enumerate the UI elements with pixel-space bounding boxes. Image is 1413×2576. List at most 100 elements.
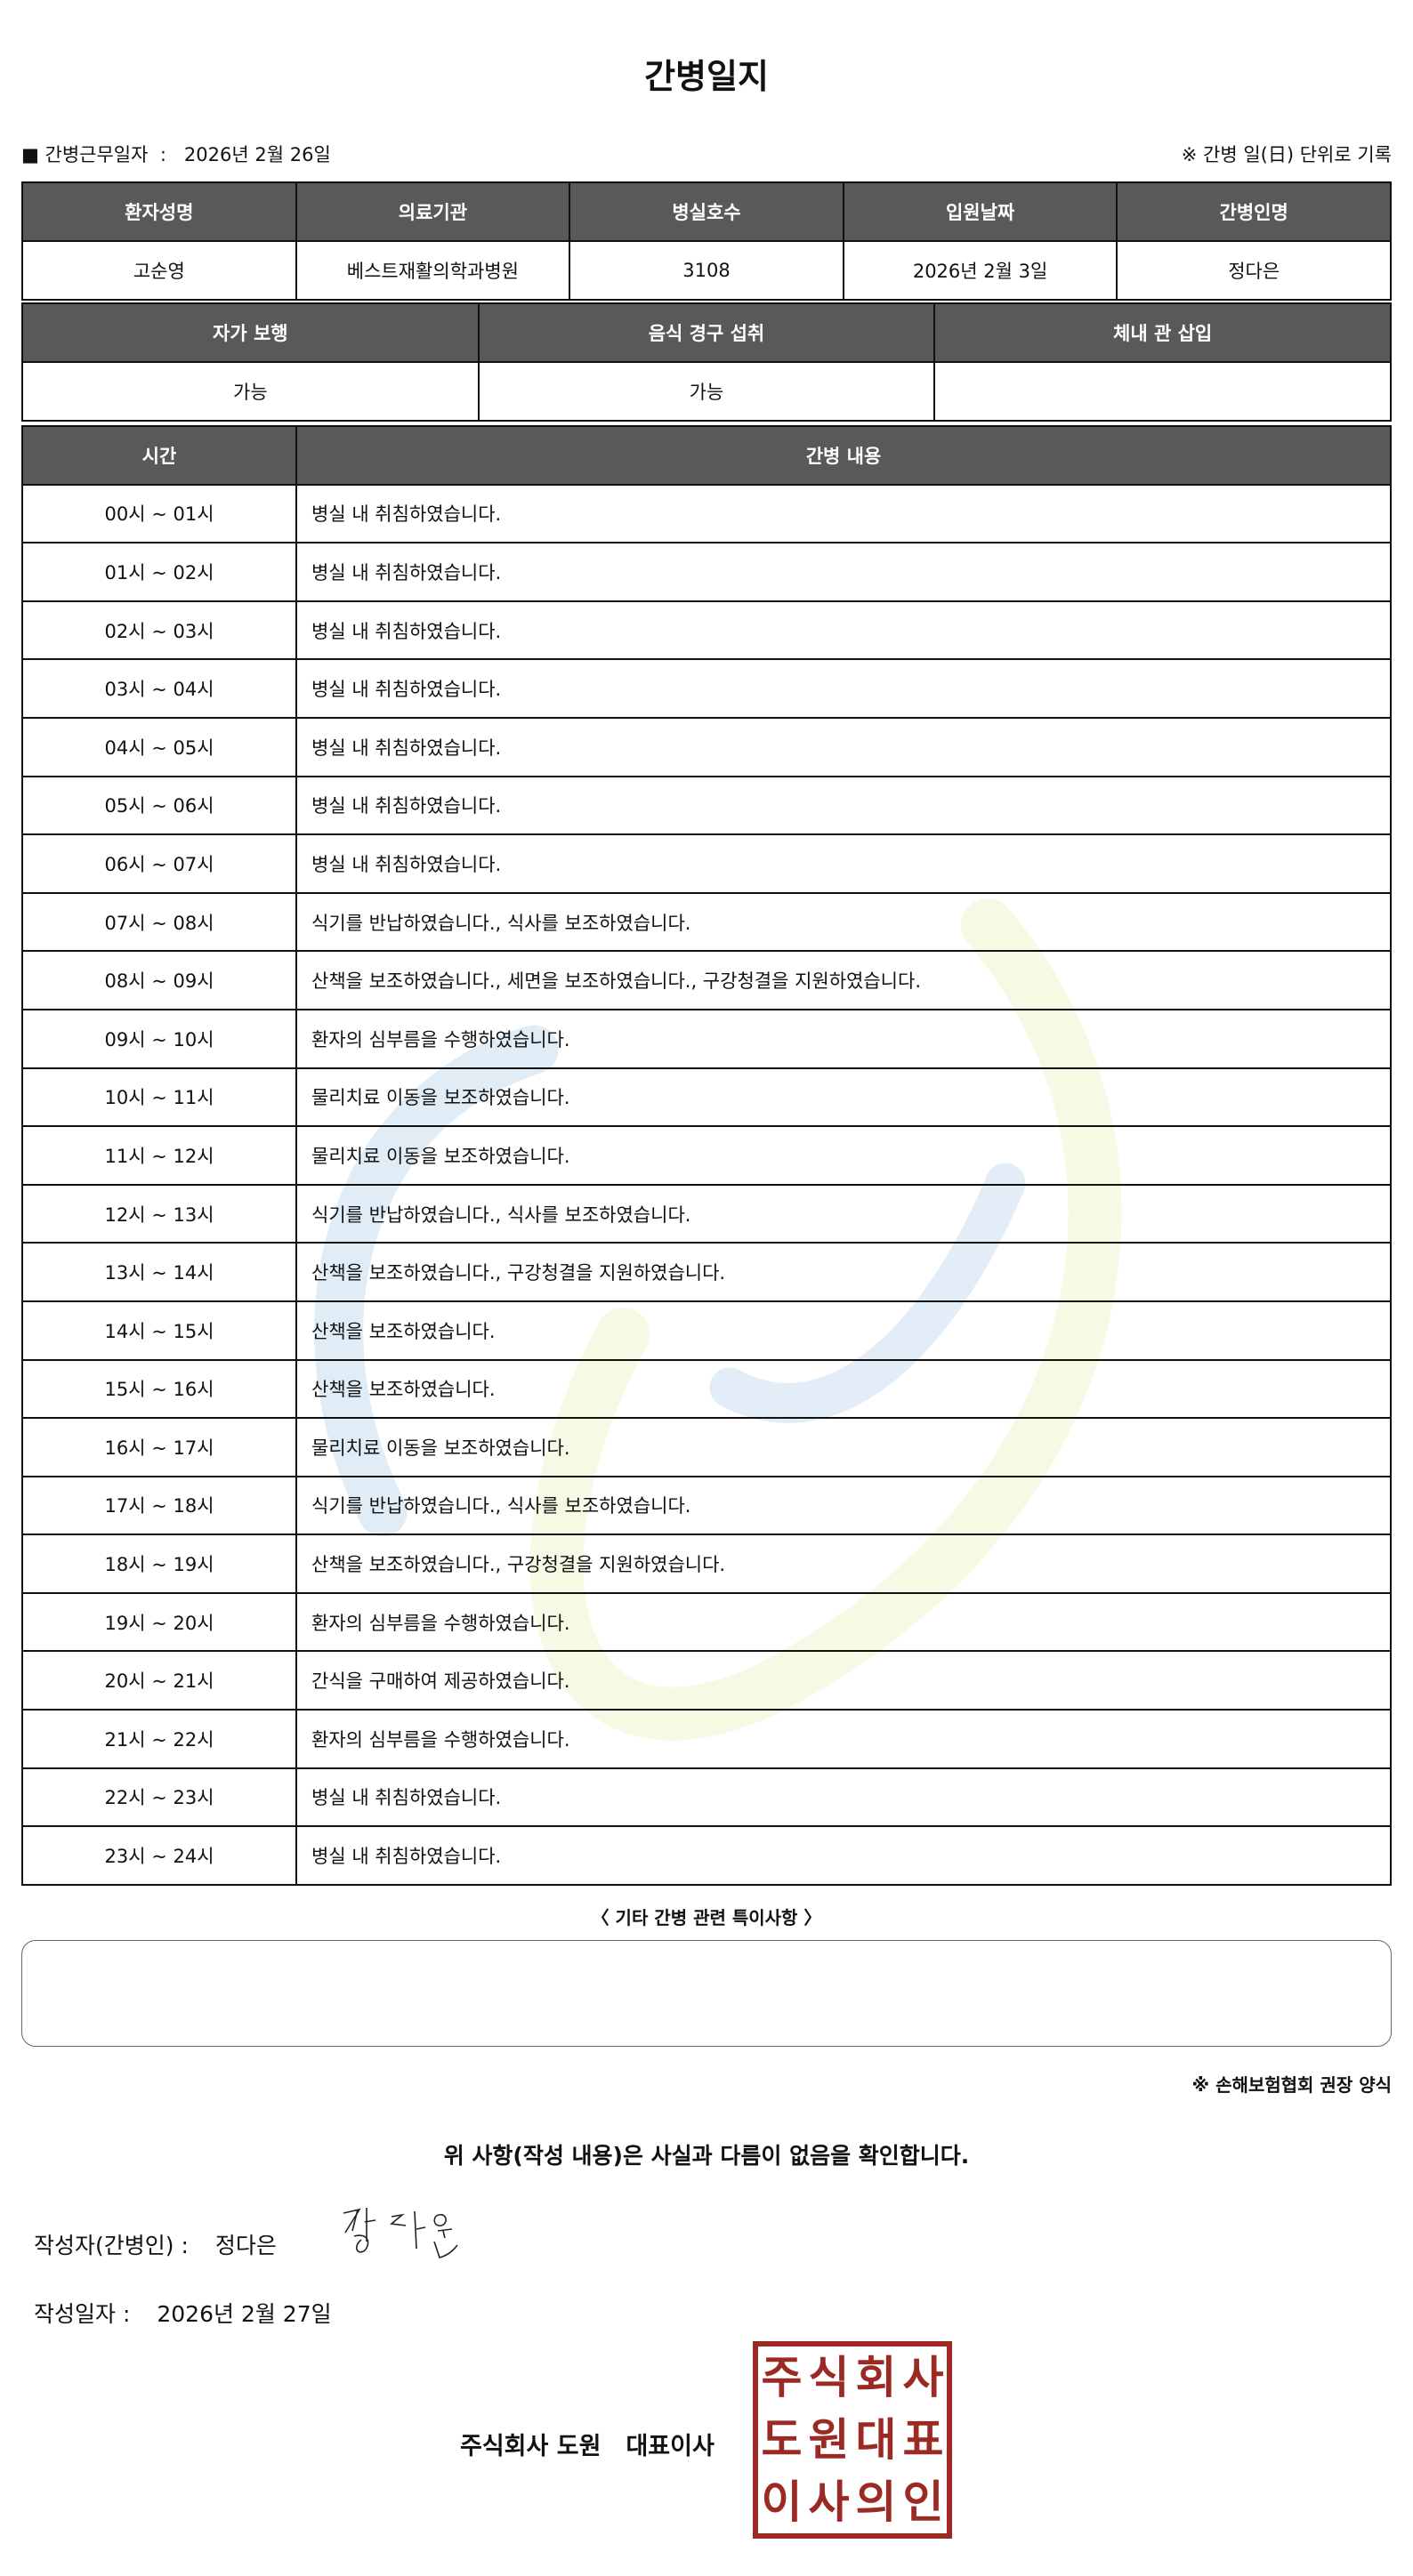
table-row: 18시 ~ 19시 산책을 보조하였습니다., 구강청결을 지원하였습니다. (21, 1534, 1392, 1594)
special-notes-title: 〈 기타 간병 관련 특이사항 〉 (591, 1907, 822, 1928)
oral-intake-value: 가능 (477, 361, 936, 422)
time-cell: 06시 ~ 07시 (21, 833, 297, 894)
table-row: 23시 ~ 24시 병실 내 취침하였습니다. (21, 1825, 1392, 1886)
time-cell: 21시 ~ 22시 (21, 1709, 297, 1769)
content-cell: 병실 내 취침하였습니다. (295, 483, 1392, 544)
content-cell: 물리치료 이동을 보조하였습니다. (295, 1125, 1392, 1186)
time-cell: 09시 ~ 10시 (21, 1008, 297, 1069)
company-line: 주식회사 도원 대표이사 (460, 2427, 715, 2461)
stamp-char: 회 (855, 2352, 897, 2403)
time-cell: 00시 ~ 01시 (21, 483, 297, 544)
header-oral-intake: 음식 경구 섭취 (477, 302, 936, 363)
table-row: 10시 ~ 11시 물리치료 이동을 보조하였습니다. (21, 1067, 1392, 1128)
table-row: 06시 ~ 07시 병실 내 취침하였습니다. (21, 833, 1392, 894)
content-cell: 식기를 반납하였습니다., 식사를 보조하였습니다. (295, 1183, 1392, 1244)
content-cell: 환자의 심부름을 수행하였습니다. (295, 1709, 1392, 1769)
author-label: 작성자(간병인) : (34, 2233, 189, 2258)
time-cell: 04시 ~ 05시 (21, 716, 297, 777)
content-cell: 물리치료 이동을 보조하였습니다. (295, 1067, 1392, 1128)
signature-image (343, 2208, 458, 2258)
stamp-char: 의 (855, 2476, 897, 2528)
table-row: 17시 ~ 18시 식기를 반납하였습니다., 식사를 보조하였습니다. (21, 1475, 1392, 1536)
work-date: ■ 간병근무일자 : 2026년 2월 26일 (21, 141, 331, 167)
header-admission-date: 입원날짜 (842, 181, 1118, 242)
content-cell: 병실 내 취침하였습니다. (295, 1825, 1392, 1886)
association-note: ※ 손해보험협회 권장 양식 (1191, 2074, 1392, 2096)
stamp-char: 표 (902, 2414, 944, 2466)
status-table: 자가 보행 음식 경구 섭취 체내 관 삽입 가능 가능 (21, 302, 1392, 422)
time-cell: 17시 ~ 18시 (21, 1475, 297, 1536)
header-caregiver: 간병인명 (1116, 181, 1392, 242)
stamp-char: 도 (761, 2414, 803, 2466)
content-cell: 병실 내 취침하였습니다. (295, 716, 1392, 777)
table-row: 16시 ~ 17시 물리치료 이동을 보조하였습니다. (21, 1417, 1392, 1477)
table-row: 19시 ~ 20시 환자의 심부름을 수행하였습니다. (21, 1591, 1392, 1653)
table-row: 22시 ~ 23시 병실 내 취침하였습니다. (21, 1767, 1392, 1828)
stamp-char: 사 (902, 2352, 944, 2403)
time-cell: 05시 ~ 06시 (21, 775, 297, 836)
caregiver-name: 정다은 (1116, 240, 1392, 301)
author-name: 정다은 (214, 2233, 277, 2258)
table-row: 00시 ~ 01시 병실 내 취침하였습니다. (21, 483, 1392, 544)
table-row: 08시 ~ 09시 산책을 보조하였습니다., 세면을 보조하였습니다., 구강청… (21, 950, 1392, 1010)
time-cell: 12시 ~ 13시 (21, 1183, 297, 1244)
header-time: 시간 (21, 425, 297, 486)
patient-table: 환자성명 의료기관 병실호수 입원날짜 간병인명 고순영 베스트재활의학과병원 … (21, 181, 1392, 301)
time-cell: 15시 ~ 16시 (21, 1358, 297, 1420)
time-cell: 14시 ~ 15시 (21, 1300, 297, 1361)
institution: 베스트재활의학과병원 (295, 240, 571, 301)
time-cell: 20시 ~ 21시 (21, 1650, 297, 1711)
table-row: 05시 ~ 06시 병실 내 취침하였습니다. (21, 775, 1392, 836)
time-cell: 03시 ~ 04시 (21, 658, 297, 719)
stamp-char: 사 (808, 2476, 850, 2528)
walking-value: 가능 (21, 361, 480, 422)
written-date-label: 작성일자 : (34, 2301, 131, 2327)
unit-note: ※ 간병 일(日) 단위로 기록 (1181, 144, 1392, 165)
content-cell: 병실 내 취침하였습니다. (295, 658, 1392, 719)
time-cell: 16시 ~ 17시 (21, 1417, 297, 1477)
table-row: 13시 ~ 14시 산책을 보조하였습니다., 구강청결을 지원하였습니다. (21, 1242, 1392, 1302)
time-cell: 07시 ~ 08시 (21, 891, 297, 953)
time-cell: 08시 ~ 09시 (21, 950, 297, 1010)
table-row: 11시 ~ 12시 물리치료 이동을 보조하였습니다. (21, 1125, 1392, 1186)
table-row: 15시 ~ 16시 산책을 보조하였습니다. (21, 1358, 1392, 1420)
time-cell: 01시 ~ 02시 (21, 542, 297, 602)
time-cell: 10시 ~ 11시 (21, 1067, 297, 1128)
content-cell: 식기를 반납하였습니다., 식사를 보조하였습니다. (295, 1475, 1392, 1536)
content-cell: 물리치료 이동을 보조하였습니다. (295, 1417, 1392, 1477)
time-cell: 18시 ~ 19시 (21, 1534, 297, 1594)
work-date-label: 간병근무일자 (44, 144, 149, 165)
content-cell: 산책을 보조하였습니다. (295, 1358, 1392, 1420)
content-cell: 산책을 보조하였습니다., 구강청결을 지원하였습니다. (295, 1534, 1392, 1594)
table-row: 21시 ~ 22시 환자의 심부름을 수행하였습니다. (21, 1709, 1392, 1769)
square-marker-icon: ■ (21, 144, 39, 165)
written-date-value: 2026년 2월 27일 (157, 2301, 332, 2327)
content-cell: 식기를 반납하였습니다., 식사를 보조하였습니다. (295, 891, 1392, 953)
admission-date: 2026년 2월 3일 (842, 240, 1118, 301)
header-walking: 자가 보행 (21, 302, 480, 363)
content-cell: 병실 내 취침하였습니다. (295, 1767, 1392, 1828)
content-cell: 병실 내 취침하였습니다. (295, 600, 1392, 661)
author-line: 작성자(간병인) : 정다은 (34, 2228, 277, 2260)
table-row: 02시 ~ 03시 병실 내 취침하였습니다. (21, 600, 1392, 661)
time-cell: 19시 ~ 20시 (21, 1591, 297, 1653)
content-cell: 산책을 보조하였습니다. (295, 1300, 1392, 1361)
table-row: 12시 ~ 13시 식기를 반납하였습니다., 식사를 보조하였습니다. (21, 1183, 1392, 1244)
content-cell: 병실 내 취침하였습니다. (295, 542, 1392, 602)
content-cell: 간식을 구매하여 제공하였습니다. (295, 1650, 1392, 1711)
table-row: 04시 ~ 05시 병실 내 취침하였습니다. (21, 716, 1392, 777)
stamp-char: 인 (902, 2476, 944, 2528)
stamp-char: 주 (761, 2352, 803, 2403)
table-row: 01시 ~ 02시 병실 내 취침하였습니다. (21, 542, 1392, 602)
content-cell: 산책을 보조하였습니다., 구강청결을 지원하였습니다. (295, 1242, 1392, 1302)
patient-name: 고순영 (21, 240, 297, 301)
time-cell: 11시 ~ 12시 (21, 1125, 297, 1186)
header-content: 간병 내용 (295, 425, 1392, 486)
header-tube: 체내 관 삽입 (933, 302, 1392, 363)
stamp-char: 식 (808, 2352, 850, 2403)
stamp-char: 대 (855, 2414, 897, 2466)
tube-value (933, 361, 1392, 422)
content-cell: 산책을 보조하였습니다., 세면을 보조하였습니다., 구강청결을 지원하였습니… (295, 950, 1392, 1010)
special-notes-box (21, 1940, 1392, 2047)
